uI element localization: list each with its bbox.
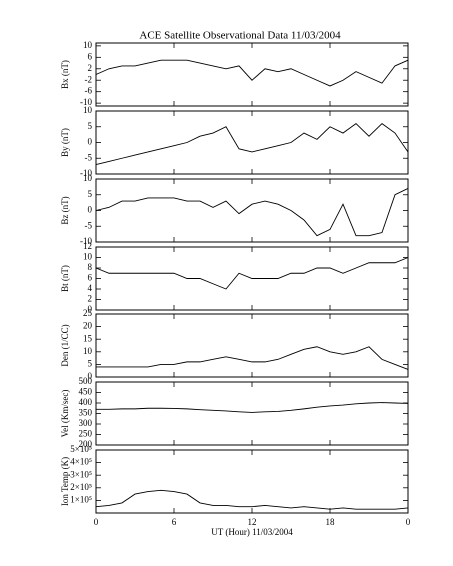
y-tick-label: -5 [85,220,93,230]
y-tick-label: -6 [85,86,93,96]
x-tick-label: 18 [326,517,336,527]
panel-frame [95,110,409,175]
y-tick-label: 0 [88,205,93,215]
y-tick-label: 2 [88,63,93,73]
y-tick-label: -5 [85,152,93,162]
y-tick-label: 15 [83,333,93,343]
data-line [95,123,409,165]
y-tick-label: 5 [88,121,93,131]
y-tick-label: 20 [83,321,93,331]
y-tick-label: 400 [79,397,93,407]
y-tick-label: 300 [79,418,93,428]
x-tick-label: 0 [406,517,411,527]
y-tick-label: -2 [85,74,93,84]
y-tick-label: 0 [88,304,93,314]
data-line [95,489,409,510]
y-tick-label: -10 [80,97,92,107]
y-axis-label: Den (1/CC) [60,324,70,366]
y-tick-label: 4×10⁵ [70,457,92,467]
y-tick-label: -10 [80,168,92,178]
panel-frame [95,449,409,514]
data-line [95,257,409,290]
y-tick-label: 5 [88,189,93,199]
data-line [95,188,409,237]
y-tick-label: 450 [79,387,93,397]
data-line [96,402,409,413]
y-tick-label: 10 [83,252,93,262]
y-tick-label: 500 [79,376,93,386]
y-axis-label: By (nT) [60,128,70,157]
y-tick-label: 5 [88,358,93,368]
data-line [96,346,409,370]
y-tick-label: 3×10⁵ [70,469,92,479]
panel-frame [95,313,409,378]
y-tick-label: 6 [88,51,93,61]
y-tick-label: 6 [88,273,93,283]
y-tick-label: 10 [83,40,93,50]
panel-frame [95,381,409,446]
panel-frame [95,42,409,107]
y-tick-label: 200 [79,439,93,449]
data-line [95,59,409,87]
panel-frame [95,178,409,243]
chart-title: ACE Satellite Observational Data 11/03/2… [139,30,341,42]
y-tick-label: 0 [88,137,93,147]
y-axis-label: Bx (nT) [60,60,70,89]
y-tick-label: 10 [83,346,93,356]
y-tick-label: 10 [83,105,93,115]
y-tick-label: 25 [83,308,93,318]
x-tick-label: 0 [94,517,99,527]
y-tick-label: 5×10⁵ [70,444,92,454]
x-tick-label: 12 [248,517,257,527]
y-tick-label: 250 [79,429,93,439]
y-tick-label: 1×10⁵ [70,494,92,504]
y-axis-label: Bz (nT) [60,196,70,224]
y-tick-label: 350 [79,408,93,418]
y-tick-label: 8 [88,262,93,272]
y-axis-label: Vel (Km/sec) [60,390,70,438]
y-tick-label: 10 [83,173,93,183]
x-axis-label: UT (Hour) 11/03/2004 [211,527,293,537]
y-tick-label: 0 [88,371,93,381]
y-tick-label: 2×10⁵ [70,482,92,492]
y-axis-label: Bt (nT) [60,265,70,292]
y-tick-label: 4 [88,283,93,293]
y-axis-label: Ion Temp (K) [60,457,70,506]
y-tick-label: 12 [83,241,92,251]
x-tick-label: 6 [172,517,177,527]
y-tick-label: -10 [80,236,92,246]
y-tick-label: 2 [88,294,93,304]
